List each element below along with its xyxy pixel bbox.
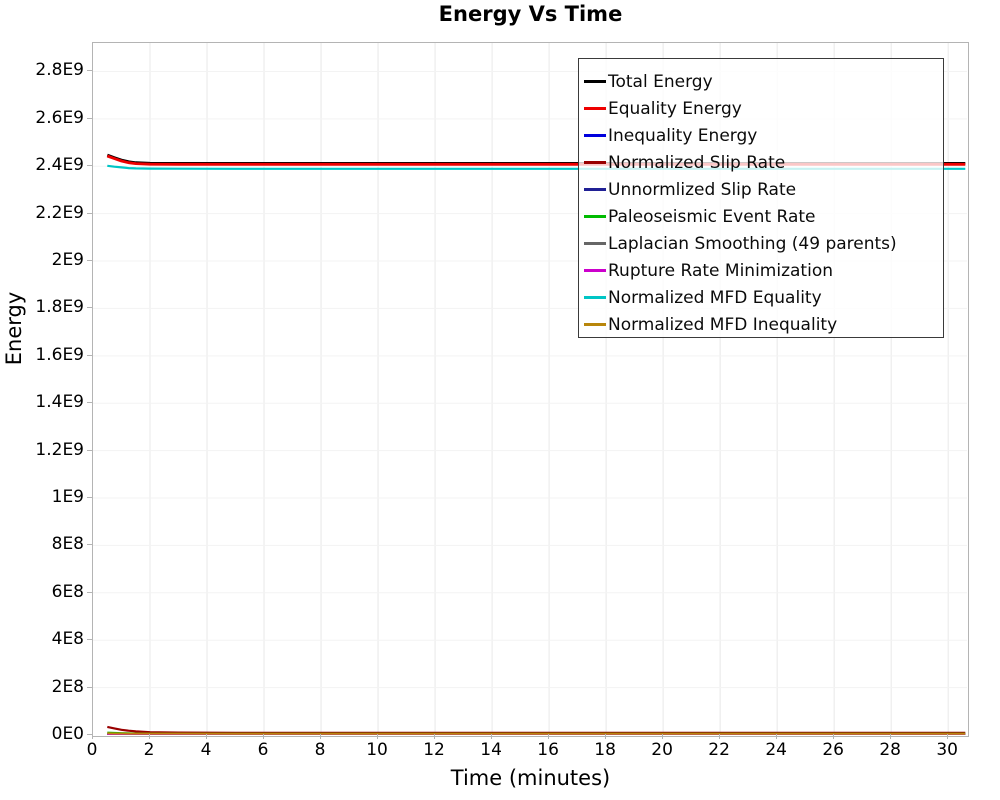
legend-swatch-icon bbox=[584, 242, 606, 245]
y-tick-label: 4E8 bbox=[51, 629, 84, 650]
legend-label: Laplacian Smoothing (49 parents) bbox=[608, 233, 897, 254]
y-tick-label: 1E9 bbox=[51, 487, 84, 507]
legend-swatch-icon bbox=[584, 296, 606, 299]
legend-row-rupture-rate-minimization: Rupture Rate Minimization bbox=[579, 257, 943, 284]
legend-row-total-energy: Total Energy bbox=[579, 68, 943, 95]
legend-label: Paleoseismic Event Rate bbox=[608, 206, 816, 227]
x-tick-mark bbox=[149, 734, 150, 739]
y-tick-mark bbox=[87, 307, 92, 309]
x-tick-label: 0 bbox=[86, 740, 98, 760]
legend-row-laplacian-smoothing-49-parents: Laplacian Smoothing (49 parents) bbox=[579, 230, 943, 257]
x-tick-label: 2 bbox=[143, 740, 155, 760]
x-tick-mark bbox=[947, 734, 949, 739]
y-tick-mark bbox=[87, 449, 92, 451]
y-tick-mark bbox=[87, 165, 92, 167]
x-tick-label: 10 bbox=[366, 740, 388, 760]
legend-swatch-icon bbox=[584, 134, 606, 137]
y-tick-mark bbox=[87, 117, 92, 119]
y-tick-mark bbox=[87, 639, 92, 641]
x-tick-label: 6 bbox=[257, 740, 269, 760]
x-tick-mark bbox=[776, 734, 778, 739]
legend-label: Rupture Rate Minimization bbox=[608, 260, 833, 281]
y-tick-mark bbox=[87, 734, 92, 735]
x-tick-mark bbox=[320, 734, 322, 739]
x-tick-mark bbox=[548, 734, 550, 739]
x-tick-label: 4 bbox=[200, 740, 212, 760]
x-tick-label: 8 bbox=[314, 740, 326, 760]
legend-row-equality-energy: Equality Energy bbox=[579, 95, 943, 122]
legend-row-normalized-mfd-inequality: Normalized MFD Inequality bbox=[579, 311, 943, 338]
legend-label: Total Energy bbox=[608, 71, 713, 92]
legend-swatch-icon bbox=[584, 107, 606, 110]
legend-label: Normalized Slip Rate bbox=[608, 152, 786, 173]
y-tick-label: 1.6E9 bbox=[35, 344, 84, 365]
y-tick-mark bbox=[87, 497, 92, 498]
legend-label: Inequality Energy bbox=[608, 125, 758, 146]
y-tick-label: 2.6E9 bbox=[35, 107, 84, 128]
x-tick-label: 14 bbox=[480, 740, 502, 760]
y-tick-label: 1.8E9 bbox=[35, 297, 84, 318]
x-tick-label: 22 bbox=[708, 740, 730, 760]
legend-label: Normalized MFD Equality bbox=[608, 287, 822, 308]
y-tick-mark bbox=[87, 686, 92, 688]
y-tick-label: 2E8 bbox=[51, 676, 84, 697]
legend-row-normalized-mfd-equality: Normalized MFD Equality bbox=[579, 284, 943, 311]
y-tick-mark bbox=[87, 70, 92, 72]
x-tick-label: 24 bbox=[765, 740, 787, 760]
legend-swatch-icon bbox=[584, 188, 606, 191]
y-tick-label: 2.8E9 bbox=[35, 60, 84, 81]
x-tick-mark bbox=[890, 734, 892, 739]
x-tick-label: 20 bbox=[651, 740, 673, 760]
legend-swatch-icon bbox=[584, 215, 606, 218]
x-axis-label: Time (minutes) bbox=[450, 766, 611, 790]
x-tick-mark bbox=[263, 734, 265, 739]
y-tick-mark bbox=[87, 354, 92, 356]
legend-swatch-icon bbox=[584, 269, 606, 272]
y-tick-label: 2E9 bbox=[51, 250, 84, 271]
legend-row-inequality-energy: Inequality Energy bbox=[579, 122, 943, 149]
x-tick-mark bbox=[833, 734, 835, 739]
legend-row-unnormlized-slip-rate: Unnormlized Slip Rate bbox=[579, 176, 943, 203]
x-tick-mark bbox=[491, 734, 493, 739]
y-tick-label: 1.2E9 bbox=[35, 439, 84, 460]
x-tick-label: 26 bbox=[822, 740, 844, 760]
legend-label: Normalized MFD Inequality bbox=[608, 314, 838, 335]
y-tick-label: 0E0 bbox=[51, 724, 84, 744]
x-tick-label: 30 bbox=[936, 740, 958, 760]
chart-title: Energy Vs Time bbox=[438, 2, 623, 26]
legend: Total Energy Equality Energy Inequality En… bbox=[578, 58, 944, 338]
y-tick-label: 1.4E9 bbox=[35, 392, 84, 413]
y-tick-label: 2.2E9 bbox=[35, 202, 84, 223]
x-tick-mark bbox=[434, 734, 436, 739]
y-tick-mark bbox=[87, 212, 92, 214]
y-tick-mark bbox=[87, 591, 92, 593]
x-tick-mark bbox=[206, 734, 208, 739]
legend-swatch-icon bbox=[584, 323, 606, 326]
legend-row-paleoseismic-event-rate: Paleoseismic Event Rate bbox=[579, 203, 943, 230]
y-tick-label: 6E8 bbox=[51, 581, 84, 602]
y-tick-label: 2.4E9 bbox=[35, 155, 84, 176]
y-tick-mark bbox=[87, 544, 92, 546]
x-tick-label: 16 bbox=[537, 740, 559, 760]
series-line-normalized-slip-rate bbox=[107, 725, 966, 735]
y-tick-mark bbox=[87, 402, 92, 404]
y-tick-label: 8E8 bbox=[51, 534, 84, 555]
legend-row-normalized-slip-rate: Normalized Slip Rate bbox=[579, 149, 943, 176]
x-tick-mark bbox=[662, 734, 664, 739]
legend-label: Unnormlized Slip Rate bbox=[608, 179, 797, 200]
x-tick-label: 18 bbox=[594, 740, 616, 760]
legend-swatch-icon bbox=[584, 80, 606, 83]
x-tick-label: 28 bbox=[879, 740, 901, 760]
legend-label: Equality Energy bbox=[608, 98, 742, 119]
x-tick-mark bbox=[719, 734, 721, 739]
legend-swatch-icon bbox=[584, 161, 606, 164]
x-tick-label: 12 bbox=[423, 740, 445, 760]
x-tick-mark bbox=[605, 734, 607, 739]
y-tick-mark bbox=[87, 260, 92, 262]
x-tick-mark bbox=[377, 734, 379, 739]
x-tick-mark bbox=[92, 734, 93, 739]
